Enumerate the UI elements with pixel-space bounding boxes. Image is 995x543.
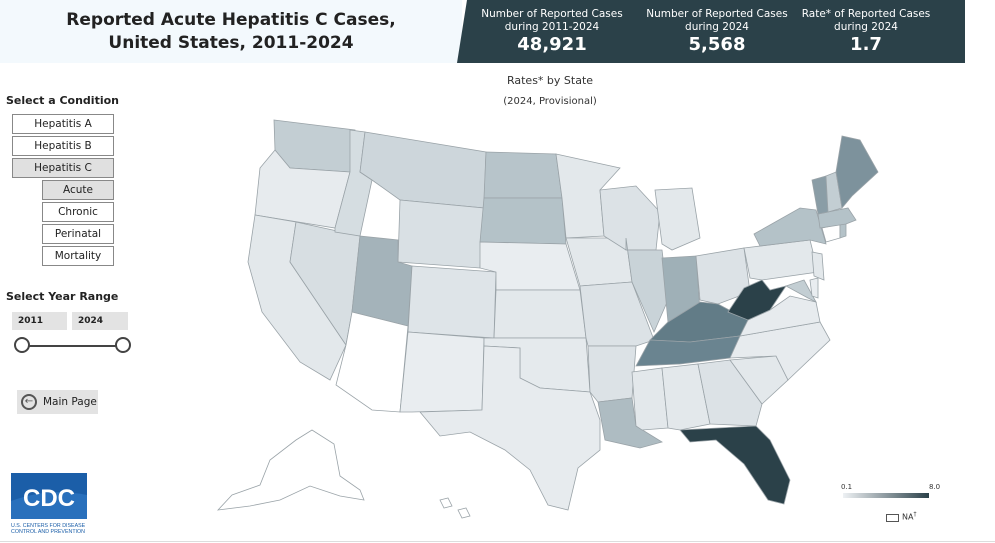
state-mt: [359, 131, 487, 209]
svg-text:CONTROL AND PREVENTION: CONTROL AND PREVENTION: [11, 529, 85, 535]
state-mi: [654, 187, 701, 251]
stat-value: 48,921: [517, 34, 587, 55]
state-ma: [817, 207, 857, 229]
subcondition-chronic[interactable]: Chronic: [42, 202, 114, 222]
state-wy: [397, 199, 485, 269]
page-title: Reported Acute Hepatitis C Cases, United…: [0, 0, 462, 63]
year-slider-start-handle[interactable]: [14, 337, 30, 353]
stat-cases-2024: Number of Reported Cases during 2024 5,5…: [642, 8, 792, 56]
year-slider-track: [24, 345, 124, 347]
state-ga: [697, 359, 763, 427]
title-line-2: United States, 2011-2024: [108, 32, 354, 53]
legend-min-label: 0.1: [841, 483, 853, 491]
svg-text:U.S. CENTERS FOR DISEASE: U.S. CENTERS FOR DISEASE: [11, 523, 86, 529]
stat-rate-2024: Rate* of Reported Cases during 2024 1.7: [791, 8, 941, 56]
subcondition-perinatal[interactable]: Perinatal: [42, 224, 114, 244]
map-subtitle: (2024, Provisional): [503, 96, 597, 107]
state-hi-2: [457, 507, 471, 519]
state-al: [661, 363, 711, 431]
state-tx: [419, 345, 601, 511]
condition-heading: Select a Condition: [6, 94, 119, 107]
us-rate-map: [216, 119, 879, 519]
state-oh: [695, 247, 751, 305]
legend-max-label: 8.0: [929, 483, 941, 491]
state-sd: [479, 197, 567, 245]
title-line-1: Reported Acute Hepatitis C Cases,: [66, 9, 396, 30]
condition-hepatitis-b[interactable]: Hepatitis B: [12, 136, 114, 156]
subcondition-mortality[interactable]: Mortality: [42, 246, 114, 266]
stat-total-cases: Number of Reported Cases during 2011-202…: [477, 8, 627, 56]
state-de: [809, 277, 819, 299]
state-ms: [631, 367, 669, 431]
condition-hepatitis-c[interactable]: Hepatitis C: [12, 158, 114, 178]
state-nj: [811, 251, 825, 281]
state-ny: [753, 207, 827, 247]
legend-gradient: [843, 493, 929, 498]
year-slider-end-handle[interactable]: [115, 337, 131, 353]
arrow-left-icon: ←: [21, 394, 37, 410]
state-wv: [727, 279, 787, 321]
subcondition-acute[interactable]: Acute: [42, 180, 114, 200]
state-ak: [216, 429, 365, 511]
state-vt: [811, 175, 829, 215]
legend-na-label: NA†: [902, 511, 917, 522]
state-ks: [493, 289, 587, 339]
map-title: Rates* by State: [506, 74, 594, 87]
cdc-logo: CDC U.S. CENTERS FOR DISEASE CONTROL AND…: [11, 473, 91, 539]
state-md: [785, 279, 817, 303]
state-ar: [587, 345, 637, 403]
year-heading: Select Year Range: [6, 290, 119, 303]
stats-banner: Number of Reported Cases during 2011-202…: [457, 0, 965, 63]
condition-hepatitis-a[interactable]: Hepatitis A: [12, 114, 114, 134]
state-nm: [399, 331, 485, 413]
year-start-input[interactable]: 2011: [12, 312, 67, 330]
state-me: [835, 135, 879, 209]
state-hi: [439, 497, 453, 509]
state-la: [597, 397, 663, 449]
svg-text:CDC: CDC: [23, 485, 75, 512]
state-fl: [679, 425, 791, 505]
stat-value: 1.7: [850, 34, 882, 55]
state-pa: [743, 239, 819, 281]
main-page-label: Main Page: [43, 396, 97, 408]
year-end-input[interactable]: 2024: [72, 312, 128, 330]
stat-value: 5,568: [688, 34, 746, 55]
state-ri: [839, 223, 847, 239]
state-il: [625, 237, 669, 333]
state-co: [407, 265, 497, 339]
legend-na-swatch: [886, 514, 899, 522]
state-nd: [483, 151, 563, 199]
footer-divider: [0, 541, 995, 542]
main-page-button[interactable]: ← Main Page: [17, 390, 98, 414]
